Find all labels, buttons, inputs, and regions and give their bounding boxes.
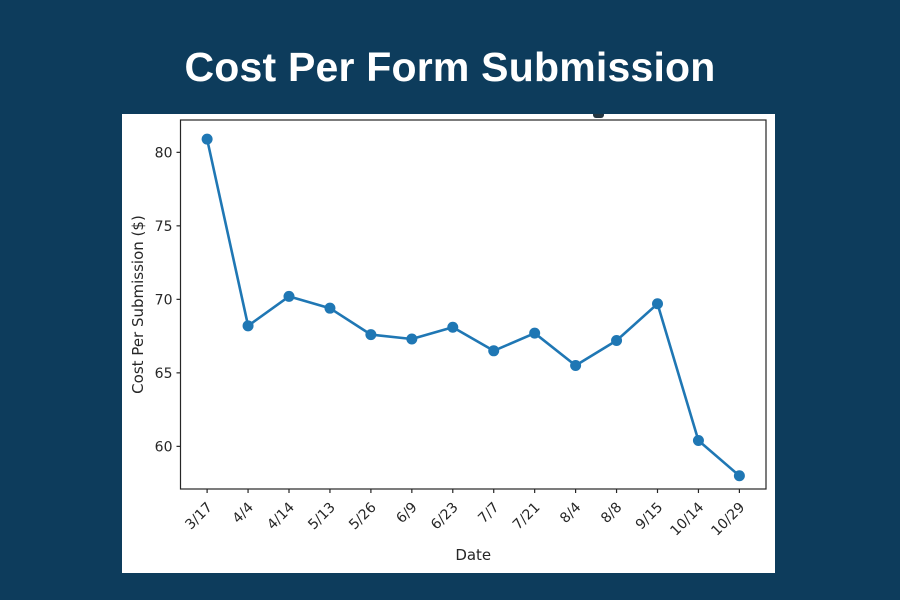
trend-line xyxy=(205,137,741,478)
y-tick-label: 75 xyxy=(155,219,173,235)
data-point xyxy=(733,470,745,482)
data-point xyxy=(611,335,623,347)
data-point xyxy=(406,333,418,345)
data-point xyxy=(529,327,541,339)
data-point xyxy=(692,434,704,446)
x-tick-label: 6/23 xyxy=(428,500,462,534)
line-chart-svg: 60 65 70 75 80 3/17 4/4 4/14 5/13 5/26 6/9 6/23 7/7 7… xyxy=(129,119,767,564)
x-tick-label: 8/4 xyxy=(557,499,584,526)
data-point xyxy=(283,290,295,302)
x-tick-label: 4/4 xyxy=(230,499,257,526)
y-tick-label: 60 xyxy=(155,439,173,455)
data-point xyxy=(324,302,336,314)
x-tick-label: 10/14 xyxy=(667,499,707,539)
y-axis-label: Cost Per Submission ($) xyxy=(129,215,147,394)
data-point xyxy=(570,360,582,372)
y-axis: 60 65 70 75 80 xyxy=(155,145,181,455)
data-point xyxy=(447,321,459,333)
x-tick-label: 9/15 xyxy=(633,500,667,534)
y-tick-label: 70 xyxy=(155,292,173,308)
chart-card: 60 65 70 75 80 3/17 4/4 4/14 5/13 5/26 6/9 6/23 7/7 7… xyxy=(122,114,775,573)
x-axis: 3/17 4/4 4/14 5/13 5/26 6/9 6/23 7/7 7/21 8/4 8/8 9… xyxy=(182,489,748,539)
page-title: Cost Per Form Submission xyxy=(184,44,716,90)
y-tick-label: 65 xyxy=(155,366,173,382)
data-point xyxy=(651,298,663,310)
x-tick-label: 5/26 xyxy=(346,499,380,533)
data-point xyxy=(201,133,213,145)
y-tick-label: 80 xyxy=(155,145,173,161)
data-point xyxy=(488,345,500,357)
plot-frame xyxy=(179,119,767,490)
x-tick-label: 7/21 xyxy=(510,500,544,534)
data-point xyxy=(365,329,377,341)
x-tick-label: 7/7 xyxy=(475,500,502,527)
data-point xyxy=(242,320,254,332)
x-tick-label: 8/8 xyxy=(598,500,625,527)
x-tick-label: 10/29 xyxy=(708,500,748,540)
x-tick-label: 5/13 xyxy=(305,500,339,534)
x-tick-label: 6/9 xyxy=(393,500,420,527)
x-tick-label: 3/17 xyxy=(182,500,216,534)
data-points xyxy=(201,133,745,482)
x-axis-label: Date xyxy=(455,546,491,564)
cropped-title-artifact xyxy=(593,114,604,118)
x-tick-label: 4/14 xyxy=(264,499,298,533)
